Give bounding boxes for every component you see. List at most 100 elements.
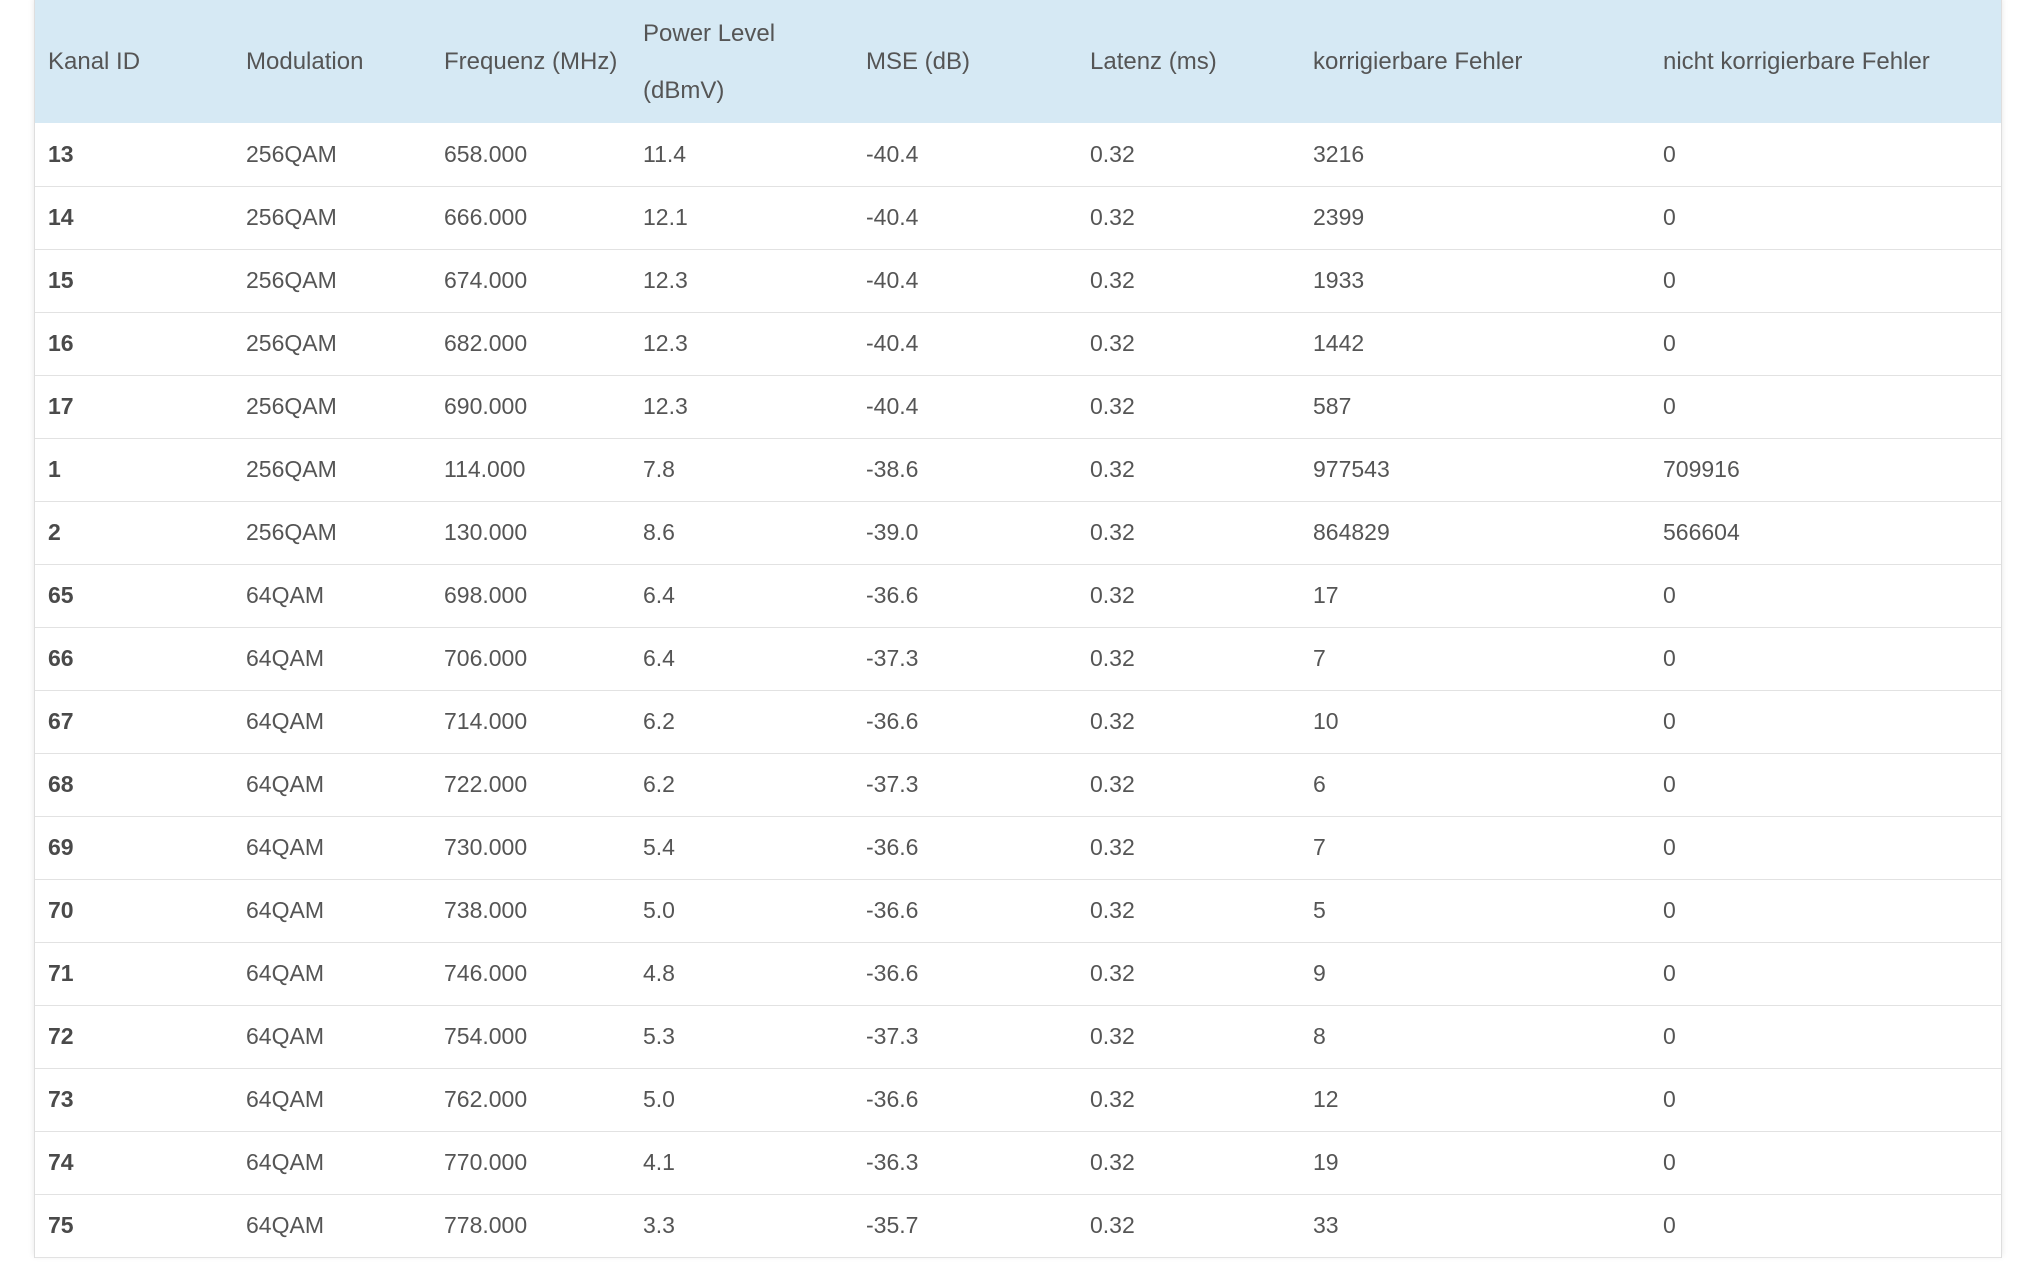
cell-kanal-id: 75 — [48, 1212, 74, 1238]
cell-frequenz: 730.000 — [444, 834, 528, 860]
cell-frequenz: 738.000 — [444, 897, 528, 923]
cell-modulation: 256QAM — [246, 330, 337, 356]
cell-power-level: 6.4 — [643, 582, 675, 608]
cell-power-level: 5.0 — [643, 897, 675, 923]
cell-modulation: 256QAM — [246, 267, 337, 293]
cell-korrigierbare-fehler: 977543 — [1313, 456, 1390, 482]
cell-power-level: 3.3 — [643, 1212, 675, 1238]
cell-nicht-korrigierbare-fehler: 0 — [1663, 771, 1676, 797]
cell-mse: -35.7 — [866, 1212, 919, 1238]
cell-latenz: 0.32 — [1090, 645, 1135, 671]
cell-latenz: 0.32 — [1090, 330, 1135, 356]
cell-kanal-id: 16 — [48, 330, 74, 356]
cell-nicht-korrigierbare-fehler: 0 — [1663, 267, 1676, 293]
cell-latenz: 0.32 — [1090, 1212, 1135, 1238]
cell-latenz: 0.32 — [1090, 834, 1135, 860]
cell-kanal-id: 74 — [48, 1149, 74, 1175]
cell-modulation: 64QAM — [246, 1149, 324, 1175]
cell-frequenz: 674.000 — [444, 267, 528, 293]
cell-korrigierbare-fehler: 1933 — [1313, 267, 1365, 293]
cell-modulation: 64QAM — [246, 897, 324, 923]
cell-frequenz: 770.000 — [444, 1149, 528, 1175]
cell-mse: -38.6 — [866, 456, 919, 482]
cell-mse: -36.6 — [866, 1086, 919, 1112]
cell-korrigierbare-fehler: 19 — [1313, 1149, 1339, 1175]
cell-power-level: 7.8 — [643, 456, 675, 482]
cell-power-level: 5.3 — [643, 1023, 675, 1049]
cell-kanal-id: 14 — [48, 204, 74, 230]
cell-latenz: 0.32 — [1090, 140, 1135, 167]
table-row: 68 64QAM 722.000 6.2 -37.3 0.32 6 0 — [35, 753, 2001, 816]
cell-korrigierbare-fehler: 10 — [1313, 708, 1339, 734]
cell-kanal-id: 17 — [48, 393, 74, 419]
header-nicht-korrigierbare-fehler: nicht korrigierbare Fehler — [1663, 48, 1930, 75]
cell-nicht-korrigierbare-fehler: 0 — [1663, 582, 1676, 608]
cell-mse: -40.4 — [866, 330, 919, 356]
cell-latenz: 0.32 — [1090, 897, 1135, 923]
header-frequenz: Frequenz (MHz) — [444, 48, 618, 75]
table-row: 13 256QAM 658.000 11.4 -40.4 0.32 3216 0 — [35, 123, 2001, 186]
table-row: 67 64QAM 714.000 6.2 -36.6 0.32 10 0 — [35, 690, 2001, 753]
cell-kanal-id: 66 — [48, 645, 74, 671]
cell-power-level: 4.1 — [643, 1149, 675, 1175]
cell-power-level: 6.2 — [643, 771, 675, 797]
cell-modulation: 256QAM — [246, 456, 337, 482]
downstream-channel-table-container: Kanal ID Modulation Frequenz (MHz) Power… — [34, 0, 2002, 1258]
table-row: 71 64QAM 746.000 4.8 -36.6 0.32 9 0 — [35, 942, 2001, 1005]
cell-modulation: 256QAM — [246, 140, 337, 167]
cell-korrigierbare-fehler: 33 — [1313, 1212, 1339, 1238]
cell-nicht-korrigierbare-fehler: 0 — [1663, 1086, 1676, 1112]
cell-kanal-id: 68 — [48, 771, 74, 797]
cell-nicht-korrigierbare-fehler: 0 — [1663, 1149, 1676, 1175]
cell-korrigierbare-fehler: 6 — [1313, 771, 1326, 797]
cell-mse: -40.4 — [866, 267, 919, 293]
cell-frequenz: 722.000 — [444, 771, 528, 797]
table-row: 15 256QAM 674.000 12.3 -40.4 0.32 1933 0 — [35, 249, 2001, 312]
cell-power-level: 5.4 — [643, 834, 675, 860]
cell-power-level: 6.4 — [643, 645, 675, 671]
cell-nicht-korrigierbare-fehler: 0 — [1663, 204, 1676, 230]
cell-nicht-korrigierbare-fehler: 0 — [1663, 1023, 1676, 1049]
cell-power-level: 12.1 — [643, 204, 688, 230]
cell-korrigierbare-fehler: 12 — [1313, 1086, 1339, 1112]
cell-frequenz: 762.000 — [444, 1086, 528, 1112]
cell-frequenz: 690.000 — [444, 393, 528, 419]
cell-modulation: 64QAM — [246, 960, 324, 986]
cell-latenz: 0.32 — [1090, 1149, 1135, 1175]
table-row: 65 64QAM 698.000 6.4 -36.6 0.32 17 0 — [35, 564, 2001, 627]
cell-power-level: 8.6 — [643, 519, 675, 545]
table-row: 14 256QAM 666.000 12.1 -40.4 0.32 2399 0 — [35, 186, 2001, 249]
cell-mse: -36.6 — [866, 582, 919, 608]
cell-modulation: 64QAM — [246, 582, 324, 608]
cell-kanal-id: 13 — [48, 140, 74, 167]
cell-kanal-id: 69 — [48, 834, 74, 860]
table-row: 73 64QAM 762.000 5.0 -36.6 0.32 12 0 — [35, 1068, 2001, 1131]
cell-korrigierbare-fehler: 7 — [1313, 834, 1326, 860]
cell-modulation: 64QAM — [246, 834, 324, 860]
cell-frequenz: 706.000 — [444, 645, 528, 671]
cell-modulation: 64QAM — [246, 645, 324, 671]
cell-nicht-korrigierbare-fehler: 0 — [1663, 140, 1676, 167]
cell-latenz: 0.32 — [1090, 1023, 1135, 1049]
table-row: 17 256QAM 690.000 12.3 -40.4 0.32 587 0 — [35, 375, 2001, 438]
cell-nicht-korrigierbare-fehler: 0 — [1663, 1212, 1676, 1238]
cell-mse: -37.3 — [866, 1023, 919, 1049]
cell-frequenz: 114.000 — [444, 456, 526, 482]
cell-modulation: 64QAM — [246, 771, 324, 797]
table-body: 13 256QAM 658.000 11.4 -40.4 0.32 3216 0 14 256QA… — [35, 123, 2001, 1257]
cell-latenz: 0.32 — [1090, 582, 1135, 608]
cell-korrigierbare-fehler: 864829 — [1313, 519, 1390, 545]
header-mse: MSE (dB) — [866, 48, 971, 75]
table-row: 75 64QAM 778.000 3.3 -35.7 0.32 33 0 — [35, 1194, 2001, 1257]
cell-power-level: 6.2 — [643, 708, 675, 734]
cell-mse: -39.0 — [866, 519, 919, 545]
header-power-level: Power Level (dBmV) — [643, 19, 776, 104]
cell-frequenz: 682.000 — [444, 330, 528, 356]
cell-latenz: 0.32 — [1090, 267, 1135, 293]
cell-modulation: 256QAM — [246, 519, 337, 545]
cell-korrigierbare-fehler: 8 — [1313, 1023, 1326, 1049]
header-modulation: Modulation — [246, 48, 364, 75]
cell-mse: -36.6 — [866, 834, 919, 860]
cell-latenz: 0.32 — [1090, 204, 1135, 230]
cell-latenz: 0.32 — [1090, 456, 1135, 482]
